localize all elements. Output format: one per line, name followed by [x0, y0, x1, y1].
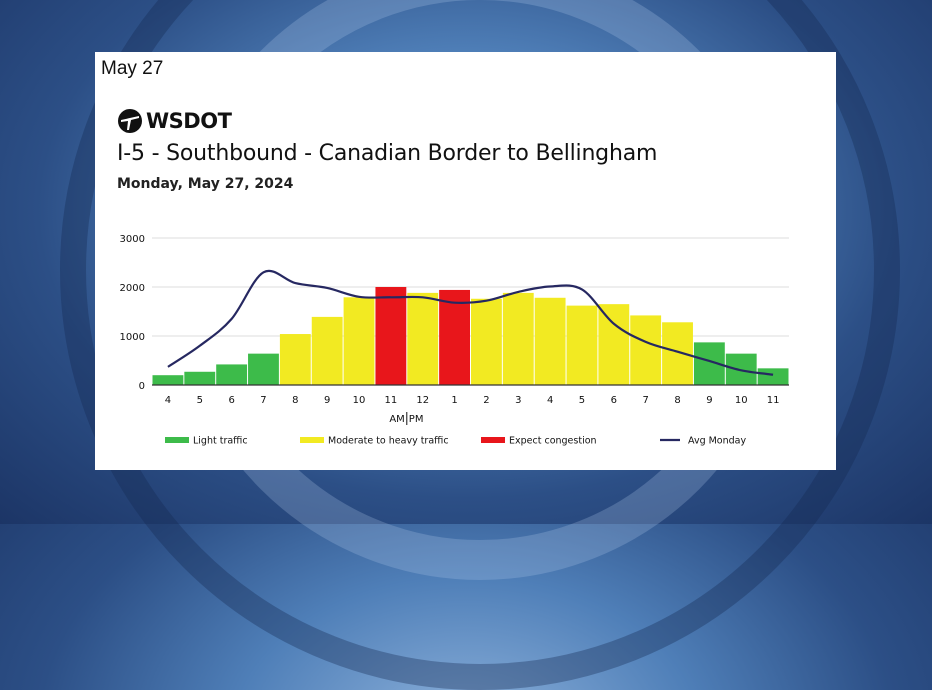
bar: [439, 289, 470, 385]
x-tick-label: 5: [197, 395, 203, 406]
bar: [216, 364, 248, 385]
x-tick-label: 10: [735, 395, 748, 406]
bar: [662, 322, 693, 385]
x-tick-label: 2: [483, 395, 489, 406]
x-tick-label: 10: [353, 395, 366, 406]
legend-label: Moderate to heavy traffic: [328, 436, 449, 447]
bar: [471, 298, 502, 385]
x-tick-label: 11: [385, 395, 398, 406]
y-tick-label: 3000: [120, 234, 145, 245]
legend-label: Light traffic: [193, 436, 248, 447]
bar: [311, 316, 343, 385]
x-tick-label: 6: [228, 395, 234, 406]
bar: [343, 297, 375, 385]
x-tick-label: 9: [706, 395, 712, 406]
legend-label: Avg Monday: [688, 436, 746, 447]
bar: [502, 292, 534, 385]
x-tick-label: 4: [547, 395, 553, 406]
y-tick-label: 1000: [120, 332, 145, 343]
x-tick-label: 7: [260, 395, 266, 406]
bar: [630, 315, 662, 385]
x-tick-label: 11: [767, 395, 780, 406]
bar: [407, 292, 439, 385]
bar: [184, 371, 216, 385]
date-tag: May 27: [101, 58, 164, 79]
x-tick-label: 4: [165, 395, 171, 406]
legend-swatch: [165, 437, 189, 443]
chart-subtitle: Monday, May 27, 2024: [117, 176, 294, 192]
x-tick-label: 8: [674, 395, 680, 406]
x-tick-label: 6: [611, 395, 617, 406]
x-tick-label: 7: [642, 395, 648, 406]
bar: [534, 297, 566, 385]
bar: [248, 353, 279, 385]
x-tick-label: 9: [324, 395, 330, 406]
x-tick-label: 1: [451, 395, 457, 406]
legend-label: Expect congestion: [509, 436, 597, 447]
wsdot-logo-text: WSDOT: [146, 109, 232, 133]
y-tick-label: 2000: [120, 283, 145, 294]
y-tick-label: 0: [139, 381, 145, 392]
bar: [279, 334, 311, 385]
chart-title: I-5 - Southbound - Canadian Border to Be…: [117, 141, 658, 166]
bar: [757, 368, 789, 385]
bar: [598, 304, 630, 385]
x-tick-label: 3: [515, 395, 521, 406]
legend-swatch: [481, 437, 505, 443]
avg-monday-line: [167, 269, 774, 376]
x-tick-label: 12: [416, 395, 429, 406]
bar: [566, 305, 598, 385]
chart-panel: May 27 WSDOT I-5 - Southbound - Canadian…: [95, 52, 836, 470]
wsdot-logo: WSDOT: [117, 108, 232, 134]
wsdot-logo-icon: [118, 109, 142, 133]
pm-label: PM: [409, 414, 424, 425]
x-tick-label: 5: [579, 395, 585, 406]
bar: [375, 287, 407, 385]
x-tick-label: 8: [292, 395, 298, 406]
bar: [152, 375, 184, 385]
legend-swatch: [300, 437, 324, 443]
am-label: AM: [389, 414, 404, 425]
